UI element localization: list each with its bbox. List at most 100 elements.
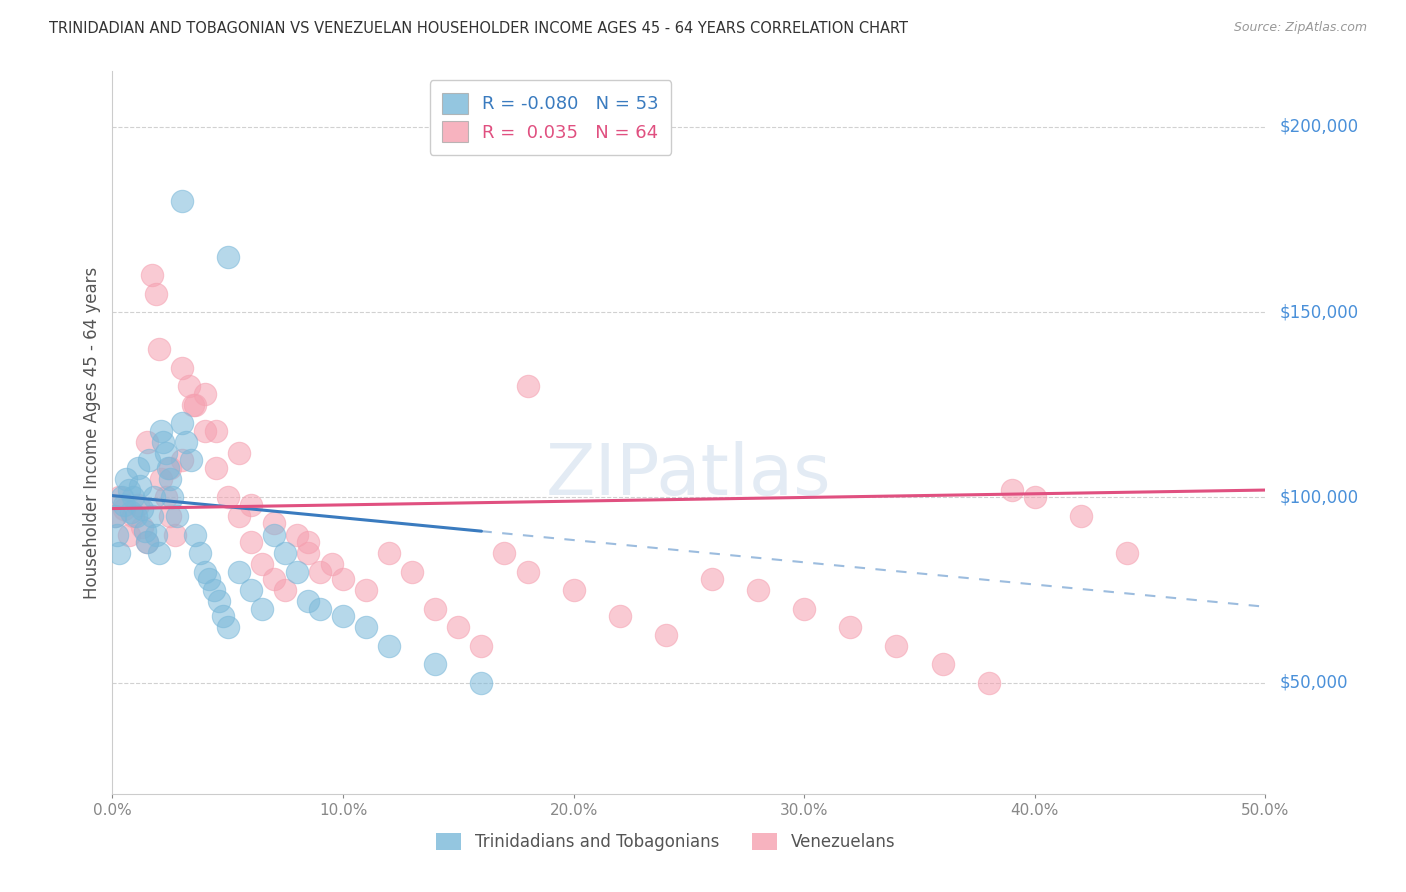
Point	[124, 508, 146, 523]
Point	[321, 557, 343, 571]
Point	[159, 508, 181, 523]
Point	[155, 491, 177, 505]
Legend: Trinidadians and Tobagonians, Venezuelans: Trinidadians and Tobagonians, Venezuelan…	[430, 826, 903, 858]
Point	[309, 601, 332, 615]
Point	[166, 508, 188, 523]
Point	[104, 508, 127, 523]
Point	[263, 572, 285, 586]
Text: $200,000: $200,000	[1279, 118, 1358, 136]
Text: $100,000: $100,000	[1279, 489, 1358, 507]
Point	[181, 398, 204, 412]
Point	[309, 565, 332, 579]
Y-axis label: Householder Income Ages 45 - 64 years: Householder Income Ages 45 - 64 years	[83, 267, 101, 599]
Point	[170, 417, 193, 431]
Point	[228, 508, 250, 523]
Point	[252, 601, 274, 615]
Point	[297, 594, 319, 608]
Point	[1070, 508, 1092, 523]
Point	[117, 483, 139, 497]
Point	[212, 609, 235, 624]
Point	[378, 639, 401, 653]
Point	[134, 524, 156, 538]
Point	[297, 535, 319, 549]
Point	[184, 527, 207, 541]
Point	[162, 491, 184, 505]
Point	[263, 516, 285, 531]
Point	[148, 546, 170, 560]
Point	[285, 527, 308, 541]
Point	[136, 434, 159, 449]
Point	[977, 675, 1000, 690]
Point	[141, 508, 163, 523]
Point	[494, 546, 516, 560]
Point	[609, 609, 631, 624]
Point	[159, 472, 181, 486]
Point	[159, 460, 181, 475]
Point	[194, 386, 217, 401]
Point	[1001, 483, 1024, 497]
Point	[228, 565, 250, 579]
Point	[104, 508, 127, 523]
Point	[141, 268, 163, 282]
Point	[470, 639, 492, 653]
Point	[184, 398, 207, 412]
Point	[470, 675, 492, 690]
Point	[655, 627, 678, 641]
Point	[145, 286, 167, 301]
Point	[228, 446, 250, 460]
Text: Source: ZipAtlas.com: Source: ZipAtlas.com	[1233, 21, 1367, 35]
Point	[138, 453, 160, 467]
Point	[1024, 491, 1046, 505]
Point	[194, 565, 217, 579]
Point	[129, 479, 152, 493]
Point	[152, 434, 174, 449]
Point	[354, 620, 377, 634]
Point	[120, 505, 142, 519]
Point	[297, 546, 319, 560]
Point	[217, 491, 239, 505]
Point	[131, 501, 153, 516]
Point	[401, 565, 423, 579]
Point	[111, 491, 134, 505]
Point	[263, 527, 285, 541]
Point	[274, 583, 297, 598]
Point	[136, 535, 159, 549]
Text: $150,000: $150,000	[1279, 303, 1358, 321]
Point	[354, 583, 377, 598]
Point	[239, 583, 262, 598]
Point	[156, 460, 179, 475]
Point	[127, 498, 149, 512]
Point	[105, 527, 128, 541]
Point	[188, 546, 211, 560]
Point	[516, 379, 538, 393]
Point	[793, 601, 815, 615]
Point	[239, 498, 262, 512]
Point	[112, 498, 135, 512]
Point	[332, 572, 354, 586]
Point	[217, 250, 239, 264]
Point	[108, 546, 131, 560]
Point	[177, 379, 200, 393]
Point	[425, 601, 447, 615]
Point	[194, 424, 217, 438]
Point	[378, 546, 401, 560]
Point	[205, 424, 228, 438]
Point	[202, 583, 225, 598]
Point	[205, 460, 228, 475]
Point	[198, 572, 221, 586]
Point	[145, 527, 167, 541]
Point	[149, 424, 172, 438]
Point	[285, 565, 308, 579]
Point	[149, 472, 172, 486]
Point	[136, 535, 159, 549]
Point	[1116, 546, 1139, 560]
Point	[931, 657, 953, 672]
Point	[886, 639, 908, 653]
Point	[217, 620, 239, 634]
Point	[163, 527, 186, 541]
Point	[180, 453, 202, 467]
Point	[112, 501, 135, 516]
Point	[122, 491, 145, 505]
Point	[117, 527, 139, 541]
Point	[252, 557, 274, 571]
